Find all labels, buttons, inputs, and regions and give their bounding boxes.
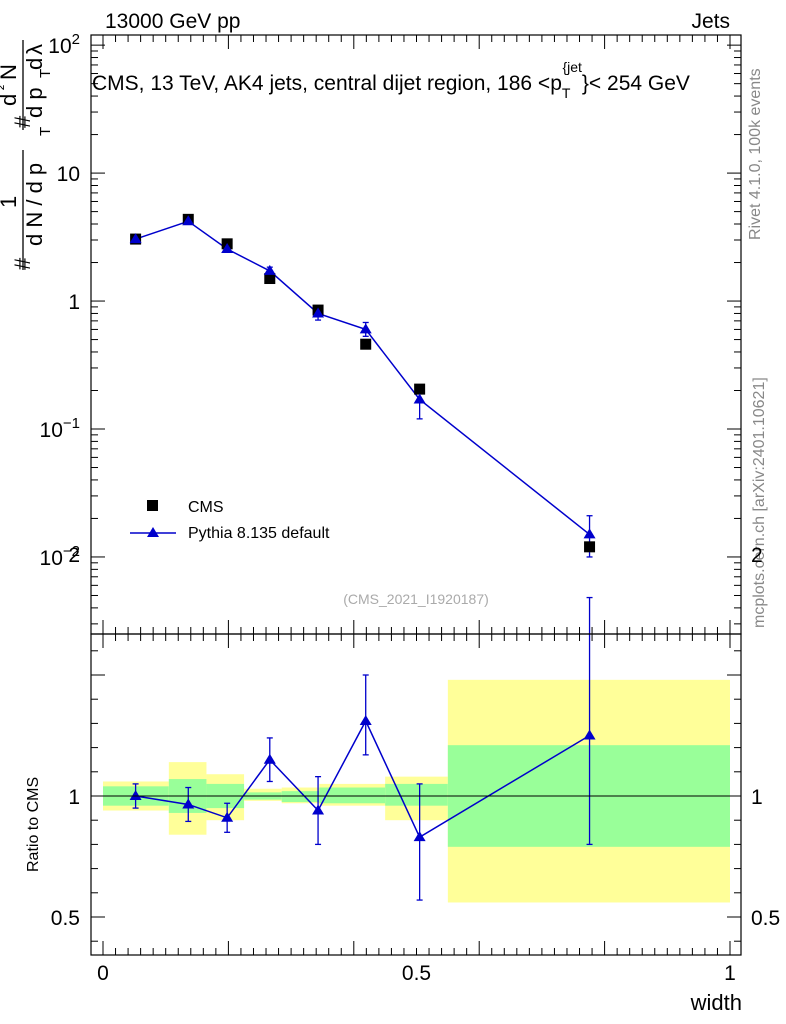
ratio-data-point <box>312 804 325 815</box>
ratio-y-tick-label: 1 <box>68 786 80 809</box>
rivet-label: Rivet 4.1.0, 100k events <box>747 68 764 240</box>
x-tick-label: 0 <box>97 962 109 985</box>
legend-mc-marker <box>147 527 159 537</box>
mc-data-point <box>221 243 234 254</box>
ratio-y-tick-label-right: 1 <box>751 786 763 809</box>
ylabel-d: d <box>0 94 21 106</box>
ratio-data-point <box>182 798 195 809</box>
ratio-bands <box>103 679 730 903</box>
main-y-tick-label: 10−2 <box>40 543 80 570</box>
plot-title-main: CMS, 13 TeV, AK4 jets, central dijet reg… <box>92 72 562 95</box>
plot-title-end: }< 254 GeV <box>582 72 690 95</box>
ratio-band-inner <box>281 791 320 803</box>
ylabel-dp: d p <box>22 87 47 118</box>
legend-cms-label: CMS <box>188 499 224 516</box>
legend-mc-label: Pythia 8.135 default <box>188 525 330 542</box>
mc-data-point <box>129 233 142 244</box>
ylabel-one: 1 <box>0 196 21 208</box>
ratio-y-tick-label: 2 <box>68 544 80 567</box>
ylabel-lambda: λ <box>22 44 47 55</box>
ratio-data-point <box>583 729 596 740</box>
ylabel-sq: ² <box>0 85 12 90</box>
cms-data-point <box>414 383 426 395</box>
ratio-band-inner <box>385 783 448 806</box>
ratio-series-line <box>135 719 590 839</box>
mc-data-point <box>583 528 596 539</box>
energy-label: 13000 GeV pp <box>105 10 240 33</box>
ylabel-dn: d N / d p <box>22 163 47 246</box>
y-axis-label: # 1 d N / d p T # d ² N d p T d λ <box>0 40 54 270</box>
ratio-data-point <box>263 753 276 764</box>
main-y-tick-label: 102 <box>48 31 80 58</box>
ratio-band-inner <box>319 787 386 804</box>
main-plot-layer <box>129 213 596 558</box>
legend: CMS Pythia 8.135 default <box>130 499 330 542</box>
main-frame <box>90 34 742 635</box>
plot-title-subscript: T <box>562 85 571 101</box>
main-y-tick-label: 1 <box>68 291 80 314</box>
plot-title-superscript: {jet <box>562 59 582 75</box>
x-tick-label: 1 <box>724 962 736 985</box>
ratio-data-point <box>221 811 234 822</box>
mc-series-line <box>135 220 591 536</box>
ylabel-n: N <box>0 64 21 80</box>
plot-title: CMS, 13 TeV, AK4 jets, central dijet reg… <box>92 59 690 101</box>
cms-data-point <box>360 338 372 350</box>
ylabel-t1: T <box>37 127 54 136</box>
ylabel-t2: T <box>37 69 54 78</box>
ylabel-d2: d <box>22 58 47 70</box>
cms-data-point <box>584 541 596 553</box>
mc-data-point <box>413 393 426 404</box>
mc-data-point <box>359 323 372 334</box>
ratio-axis-label: Ratio to CMS <box>25 777 42 872</box>
main-y-tick-label: 10 <box>57 163 80 186</box>
ratio-y-tick-label-right: 2 <box>751 544 763 567</box>
mcplots-label: mcplots.cern.ch [arXiv:2401.10621] <box>751 377 768 628</box>
category-label: Jets <box>691 10 730 33</box>
ratio-y-tick-label-right: 0.5 <box>751 907 780 930</box>
mc-data-point <box>263 264 276 275</box>
ratio-data-point <box>413 831 426 842</box>
analysis-watermark: (CMS_2021_I1920187) <box>343 591 489 607</box>
frame-layer: 102 10 1 10−1 10−2 0 0.5 1 0.5 0.5 1 1 2 2 <box>40 31 781 985</box>
cms-data-point <box>264 273 276 285</box>
x-axis-label: width <box>690 990 742 1015</box>
main-y-tick-label: 10−1 <box>40 415 80 442</box>
legend-cms-marker <box>147 500 158 511</box>
x-tick-label: 0.5 <box>402 962 431 985</box>
ratio-data-point <box>129 790 142 800</box>
mc-data-point <box>312 307 325 318</box>
ratio-y-tick-label: 0.5 <box>51 907 80 930</box>
ratio-data-point <box>359 714 372 725</box>
mc-data-point <box>182 215 195 226</box>
